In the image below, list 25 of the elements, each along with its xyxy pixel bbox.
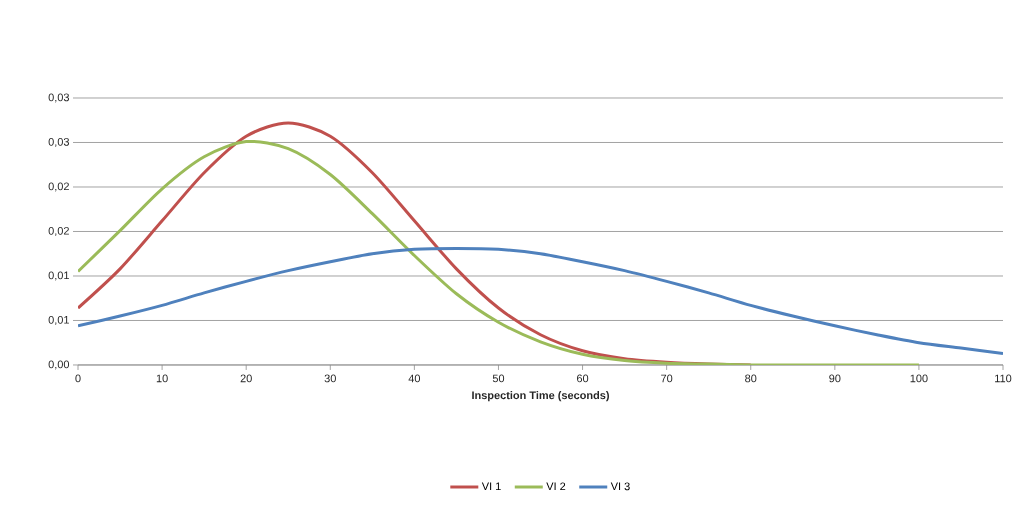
x-tick-label: 30: [324, 374, 336, 383]
x-tick-label: 10: [156, 374, 168, 383]
y-tick-label: 0,01: [48, 315, 69, 326]
y-tick-label: 0,03: [48, 137, 70, 148]
y-tick-label: 0,02: [48, 226, 69, 237]
x-tick-label: 70: [661, 374, 673, 383]
y-tick-label: 0,01: [48, 271, 69, 281]
legend-label: VI 1: [481, 482, 501, 491]
y-tick-label: 0,00: [48, 360, 70, 370]
x-tick-label: 20: [240, 374, 252, 383]
legend-label: VI 2: [546, 482, 566, 491]
x-tick-label: 60: [577, 374, 589, 383]
line-series: [78, 139, 921, 365]
x-tick-label: 80: [745, 374, 757, 383]
x-axis-title: Inspection Time (seconds): [472, 391, 609, 402]
x-tick-label: 50: [492, 374, 505, 383]
x-tick-label: 0: [75, 374, 81, 383]
line-series: [78, 246, 1004, 355]
x-tick-label: 110: [995, 374, 1012, 383]
y-tick-label: 0,03: [48, 93, 70, 103]
legend-label: VI 3: [610, 482, 630, 491]
x-tick-label: 100: [910, 374, 928, 383]
x-tick-label: 90: [829, 374, 841, 383]
y-tick-label: 0,02: [48, 182, 69, 192]
x-tick-label: 40: [408, 374, 421, 383]
